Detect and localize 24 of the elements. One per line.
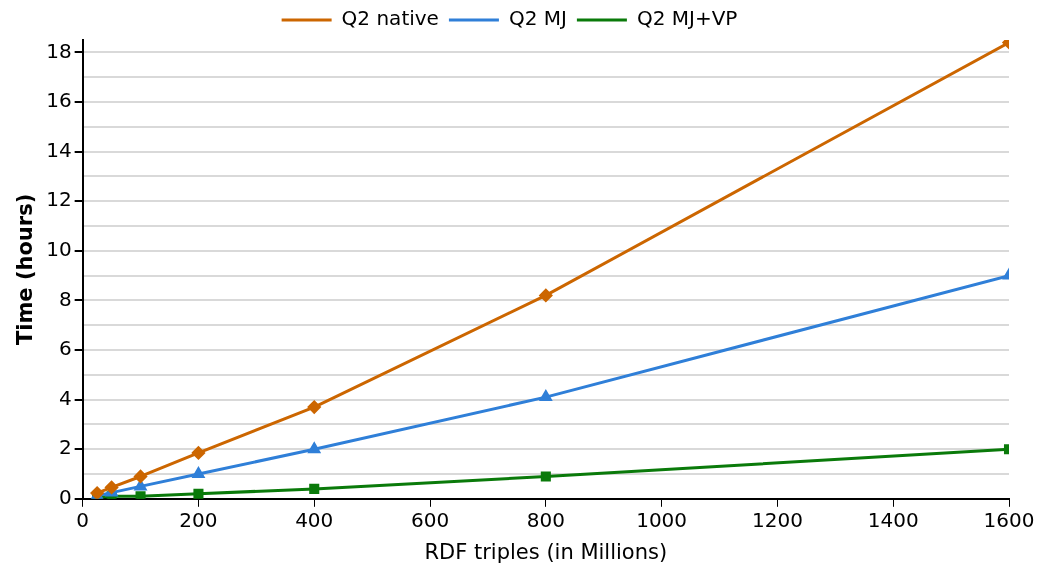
x-tick-label: 400: [295, 508, 334, 532]
x-tick-label: 1600: [983, 508, 1035, 532]
y-tick-label: 14: [46, 137, 72, 162]
y-tick-label: 18: [46, 38, 72, 63]
legend-label: Q2 native: [341, 6, 439, 31]
legend-label: Q2 MJ+VP: [636, 6, 738, 31]
legend-label: Q2 MJ: [508, 6, 567, 31]
x-tick-label: 200: [179, 508, 218, 532]
x-tick-label: 800: [526, 508, 565, 532]
y-tick-label: 6: [58, 336, 72, 361]
y-tick-label: 12: [46, 187, 72, 212]
y-tick-label: 16: [46, 88, 72, 113]
x-tick-label: 1000: [636, 508, 688, 532]
x-tick-label: 600: [410, 508, 450, 532]
x-tick-label: 1200: [751, 508, 803, 532]
y-tick-label: 0: [58, 485, 72, 509]
x-axis-title: RDF triples (in Millions): [424, 539, 668, 564]
x-tick-label: 0: [76, 508, 90, 532]
y-axis-title: Time (hours): [13, 193, 38, 346]
y-tick-label: 4: [58, 385, 72, 410]
x-tick-label: 1400: [867, 508, 919, 532]
y-tick-label: 10: [46, 237, 72, 261]
y-tick-label: 2: [58, 435, 72, 460]
y-tick-label: 8: [58, 286, 72, 311]
